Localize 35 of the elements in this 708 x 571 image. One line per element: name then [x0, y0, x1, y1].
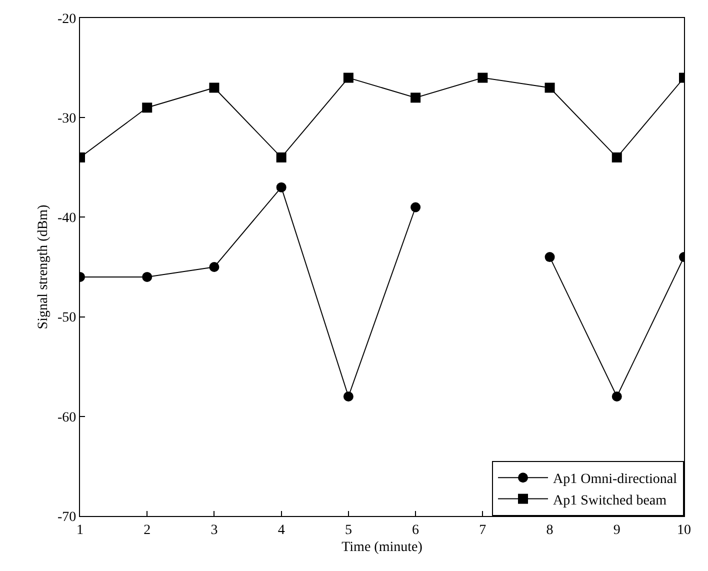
point: [142, 272, 152, 282]
point: [612, 391, 622, 402]
point: [544, 252, 555, 262]
y-tick-label: -30: [58, 112, 76, 126]
point: [612, 152, 622, 162]
y-tick-label: -20: [58, 12, 76, 27]
x-tick-label: 2: [144, 522, 151, 538]
x-tick-label: 6: [412, 522, 420, 538]
point: [410, 202, 421, 212]
x-tick-label: 8: [546, 522, 554, 538]
x-tick-label: 10: [677, 522, 691, 538]
point: [276, 152, 286, 162]
point: [276, 182, 286, 192]
x-tick-label: 7: [479, 522, 486, 538]
point: [343, 72, 354, 83]
point: [343, 391, 354, 402]
y-tick-label: -40: [58, 211, 76, 226]
point: [544, 82, 555, 93]
y-axis-title: Signal strength (dBm): [36, 204, 52, 330]
x-tick-label: 5: [344, 522, 352, 538]
y-tick-label: -50: [58, 310, 76, 326]
y-tick-label: -60: [58, 410, 76, 426]
x-tick-label: 1: [76, 522, 84, 538]
x-axis-title: Time (minute): [342, 540, 423, 556]
x-tick-label: 9: [613, 522, 620, 538]
point: [142, 102, 152, 113]
legend-label: Ap1 Switched beam: [553, 493, 667, 508]
point: [478, 72, 488, 83]
point: [209, 82, 220, 93]
x-tick-label: 4: [278, 522, 285, 538]
y-tick-label: -70: [58, 510, 76, 525]
point: [209, 262, 220, 272]
x-tick-label: 3: [210, 522, 218, 538]
point: [410, 92, 421, 103]
legend-label: Ap1 Omni-directional: [553, 472, 678, 488]
